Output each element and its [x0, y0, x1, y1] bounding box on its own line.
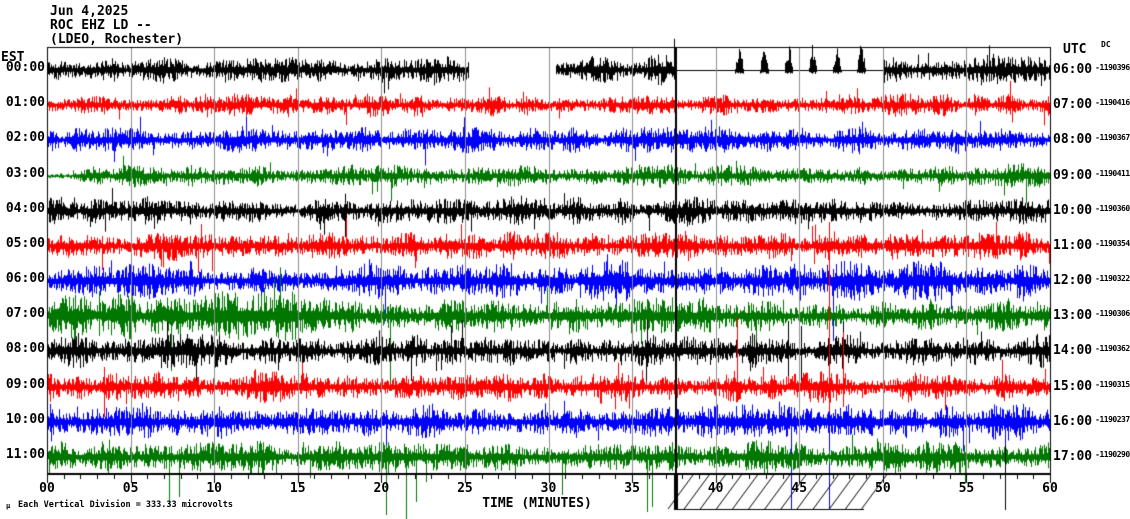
left-time-label: 09:00: [5, 376, 45, 392]
left-time-label: 05:00: [5, 235, 45, 251]
dc-offset-value: -1190367: [1095, 133, 1130, 143]
utc-hour-label: 09:00: [1053, 167, 1093, 183]
utc-hour-label: 12:00: [1053, 273, 1093, 289]
scale-footnote: Each Vertical Division = 333.33 microvol…: [18, 500, 233, 510]
left-time-label: 00:00: [5, 60, 45, 75]
minute-tick-label: 55: [958, 481, 975, 496]
minute-tick-label: 10: [206, 481, 222, 496]
utc-hour-label: 07:00: [1053, 97, 1093, 113]
right-time-label: 10:00 -1190360: [1053, 202, 1130, 217]
right-time-label: 14:00 -1190362: [1053, 342, 1130, 357]
minute-tick-label: 35: [624, 481, 640, 496]
left-time-label: 02:00: [5, 130, 45, 146]
minute-tick-label: 15: [289, 481, 306, 496]
right-time-label: 15:00 -1190315: [1053, 378, 1130, 393]
right-time-label: 17:00 -1190290: [1053, 448, 1130, 463]
minute-tick-label: 60: [1042, 481, 1058, 496]
dc-offset-value: -1190237: [1095, 414, 1130, 424]
minute-tick-label: 40: [707, 481, 724, 496]
left-time-label: 11:00: [5, 446, 45, 462]
dc-offset-value: -1190322: [1095, 274, 1130, 284]
dc-offset-value: -1190360: [1095, 203, 1130, 213]
left-time-label: 10:00: [5, 411, 45, 427]
dc-offset-value: -1190306: [1095, 309, 1130, 319]
right-time-label: 08:00 -1190367: [1053, 131, 1130, 146]
dc-offset-value: -1190411: [1095, 168, 1130, 178]
minute-tick-label: 00: [39, 481, 55, 496]
station-location: (LDEO, Rochester): [50, 32, 184, 47]
utc-hour-label: 06:00: [1053, 62, 1093, 77]
utc-hour-label: 16:00: [1053, 413, 1093, 429]
dc-offset-value: -1190315: [1095, 379, 1130, 389]
utc-hour-label: 10:00: [1053, 202, 1093, 218]
minute-tick-label: 50: [875, 481, 891, 496]
time-axis-title: TIME (MINUTES): [482, 496, 592, 511]
minute-tick-label: 25: [457, 481, 473, 496]
station-code: ROC EHZ LD --: [50, 18, 152, 33]
right-time-label: 09:00 -1190411: [1053, 167, 1130, 182]
dc-offset-value: -1190290: [1095, 449, 1130, 459]
right-time-label: 16:00 -1190237: [1053, 413, 1130, 428]
utc-axis-header: UTC: [1063, 42, 1087, 57]
est-axis-header: EST: [1, 50, 25, 65]
dc-offset-value: -1190396: [1095, 63, 1130, 72]
page-title-date: Jun 4,2025: [50, 4, 129, 19]
utc-hour-label: 14:00: [1053, 343, 1093, 359]
utc-hour-label: 17:00: [1053, 448, 1093, 464]
dc-offset-value: -1190362: [1095, 344, 1130, 354]
utc-hour-label: 08:00: [1053, 132, 1093, 148]
dc-offset-value: -1190416: [1095, 98, 1130, 108]
right-time-label: 06:00 -1190396: [1053, 61, 1130, 76]
right-time-label: 13:00 -1190306: [1053, 307, 1130, 322]
minute-tick-label: 45: [791, 481, 808, 496]
utc-hour-label: 15:00: [1053, 378, 1093, 394]
minute-tick-label: 05: [122, 481, 139, 496]
micro-symbol: μ: [6, 502, 11, 510]
left-time-label: 01:00: [5, 95, 45, 111]
right-time-label: 07:00 -1190416: [1053, 96, 1130, 111]
minute-tick-label: 30: [540, 481, 557, 496]
left-time-label: 04:00: [5, 200, 45, 216]
dc-offset-value: -1190354: [1095, 238, 1130, 248]
right-time-label: 12:00 -1190322: [1053, 272, 1130, 287]
left-time-label: 03:00: [5, 165, 45, 181]
left-time-label: 08:00: [5, 341, 45, 357]
left-time-label: 07:00: [5, 306, 45, 322]
minute-tick-label: 20: [373, 481, 390, 496]
left-time-label: 06:00: [5, 271, 45, 287]
utc-hour-label: 11:00: [1053, 237, 1093, 253]
utc-hour-label: 13:00: [1053, 308, 1093, 324]
dc-column-header: DC: [1101, 40, 1111, 49]
right-time-label: 11:00 -1190354: [1053, 237, 1130, 252]
